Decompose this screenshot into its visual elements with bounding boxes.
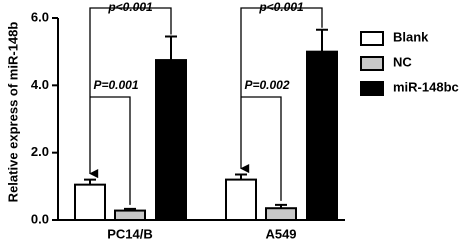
legend-label: Blank [393,29,429,44]
annotation: p<0.001 [258,0,304,14]
error-bar [124,207,136,211]
y-tick-label: 2.0 [31,144,49,159]
bracket [241,96,282,201]
legend-swatch [360,81,384,96]
error-bar [235,173,247,180]
x-tick-label: A549 [265,226,296,241]
bar [74,183,106,221]
annotation: p<0.001 [107,0,153,14]
bracket [240,7,323,174]
bar [114,209,146,221]
x-tick-label: PC14/B [107,226,153,241]
legend-label: NC [393,54,412,69]
legend-swatch [360,56,384,71]
error-bar [275,203,287,209]
y-axis-label: Relative express of miR-148b [5,22,20,203]
bracket [89,7,172,179]
bar [155,59,187,222]
y-tick-label: 4.0 [31,77,49,92]
error-bar [165,35,177,61]
bar [225,178,257,222]
legend-label: miR-148bc [393,79,459,94]
bar [306,50,338,221]
bracket [90,96,131,205]
error-bar [316,28,328,52]
annotation: P=0.001 [93,78,138,92]
bar [265,207,297,221]
y-tick-label: 6.0 [31,9,49,24]
annotation: P=0.002 [244,78,289,92]
legend-swatch [360,31,384,46]
y-tick-label: 0.0 [31,211,49,226]
error-bar [84,178,96,185]
